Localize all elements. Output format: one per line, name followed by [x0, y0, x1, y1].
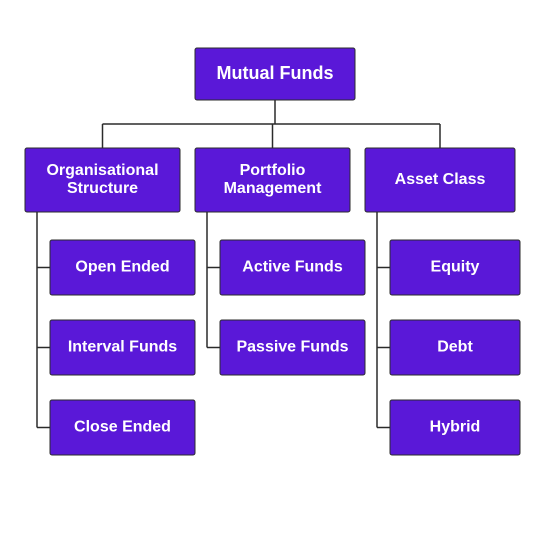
category-label-ac: Asset Class: [395, 171, 486, 188]
leaf-label-pm-1: Passive Funds: [236, 339, 348, 356]
leaf-label-ac-0: Equity: [431, 259, 480, 276]
leaf-label-org-1: Interval Funds: [68, 339, 177, 356]
leaf-label-ac-2: Hybrid: [430, 419, 481, 436]
root-label: Mutual Funds: [217, 63, 334, 83]
leaf-label-org-2: Close Ended: [74, 419, 171, 436]
mutual-funds-tree: Mutual FundsOrganisationalStructureOpen …: [0, 0, 540, 540]
leaf-label-org-0: Open Ended: [75, 259, 169, 276]
leaf-label-ac-1: Debt: [437, 339, 473, 356]
leaf-label-pm-0: Active Funds: [242, 259, 343, 276]
